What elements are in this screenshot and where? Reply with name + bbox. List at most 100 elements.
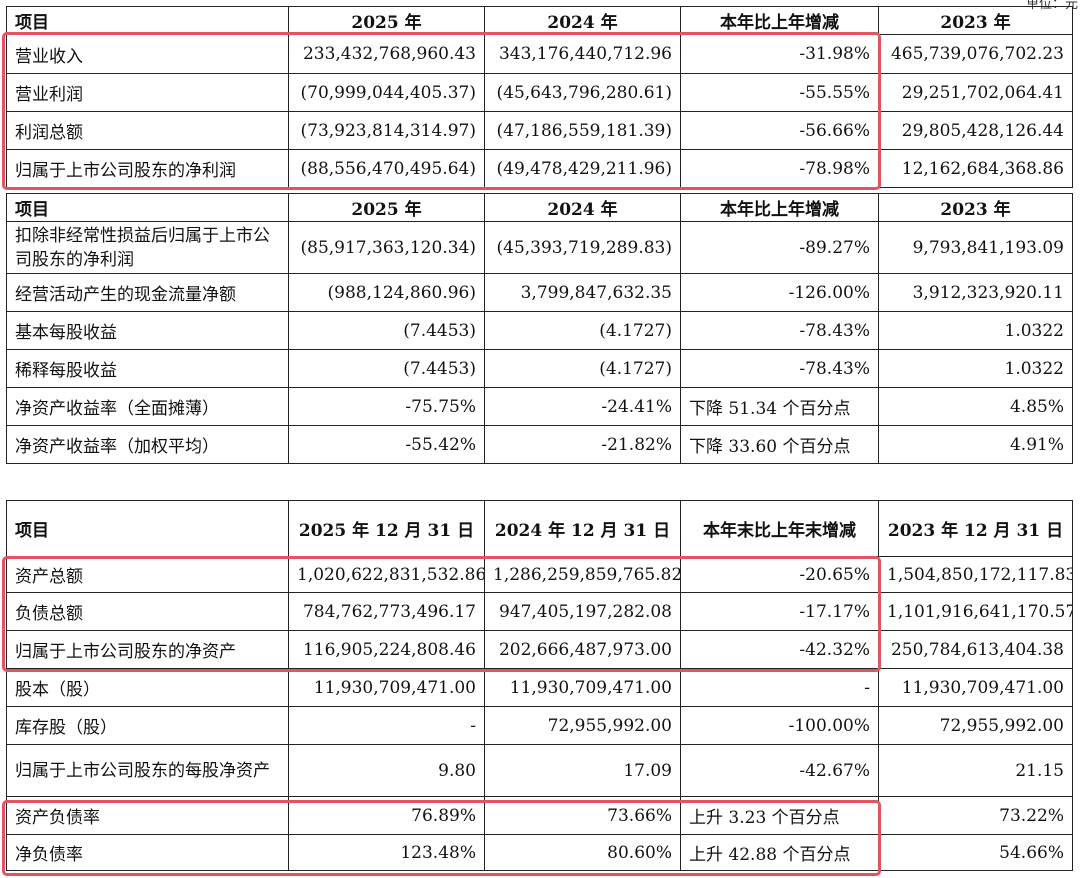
cell-2025: -55.42% xyxy=(288,425,485,464)
row-label: 经营活动产生的现金流量净额 xyxy=(6,273,289,312)
cell-2025: 9.80 xyxy=(288,744,485,797)
table-row: 基本每股收益 (7.4453) (4.1727) -78.43% 1.0322 xyxy=(6,311,1073,350)
cell-2024: (49,478,429,211.96) xyxy=(484,149,681,188)
cell-2025: 233,432,768,960.43 xyxy=(288,34,485,74)
row-label: 利润总额 xyxy=(6,111,289,150)
cell-change: -78.43% xyxy=(680,311,879,350)
cell-change: - xyxy=(680,668,879,707)
row-label: 资产负债率 xyxy=(6,796,289,835)
cell-2023: 1,101,916,641,170.57 xyxy=(878,592,1073,631)
cell-2023: 72,955,992.00 xyxy=(878,706,1073,745)
cell-change: -17.17% xyxy=(680,592,879,631)
cell-change: 下降 51.34 个百分点 xyxy=(680,387,879,426)
cell-2023: 73.22% xyxy=(878,796,1073,835)
header-2023: 2023 年 xyxy=(878,193,1073,222)
table-row: 营业收入 233,432,768,960.43 343,176,440,712.… xyxy=(6,34,1073,74)
cell-2025: 123.48% xyxy=(288,834,485,871)
cell-2024: -24.41% xyxy=(484,387,681,426)
cell-2024: 73.66% xyxy=(484,796,681,835)
cell-2023: 21.15 xyxy=(878,744,1073,797)
cell-2023: 1.0322 xyxy=(878,349,1073,388)
header-2023: 2023 年 12 月 31 日 xyxy=(878,500,1073,557)
row-label: 营业利润 xyxy=(6,73,289,112)
cell-2023: 1,504,850,172,117.83 xyxy=(878,556,1073,593)
cell-2023: 4.91% xyxy=(878,425,1073,464)
cell-2024: (4.1727) xyxy=(484,349,681,388)
cell-2024: 72,955,992.00 xyxy=(484,706,681,745)
cell-2025: 76.89% xyxy=(288,796,485,835)
cell-change: -42.32% xyxy=(680,630,879,669)
header-2025: 2025 年 xyxy=(288,193,485,222)
cell-2023: 54.66% xyxy=(878,834,1073,871)
header-2023: 2023 年 xyxy=(878,6,1073,35)
row-label: 净负债率 xyxy=(6,834,289,871)
row-label: 扣除非经常性损益后归属于上市公司股东的净利润 xyxy=(6,221,289,274)
balance-sheet-table: 项目 2025 年 12 月 31 日 2024 年 12 月 31 日 本年末… xyxy=(6,500,1073,871)
table-row: 负债总额 784,762,773,496.17 947,405,197,282.… xyxy=(6,592,1073,631)
cell-2024: (47,186,559,181.39) xyxy=(484,111,681,150)
cell-change: 上升 42.88 个百分点 xyxy=(680,834,879,871)
table-row: 利润总额 (73,923,814,314.97) (47,186,559,181… xyxy=(6,111,1073,150)
row-label: 净资产收益率（加权平均） xyxy=(6,425,289,464)
cell-2024: 343,176,440,712.96 xyxy=(484,34,681,74)
cell-2024: 11,930,709,471.00 xyxy=(484,668,681,707)
cell-2025: (85,917,363,120.34) xyxy=(288,221,485,274)
cell-change: 上升 3.23 个百分点 xyxy=(680,796,879,835)
header-change: 本年比上年增减 xyxy=(680,6,879,35)
table-row: 归属于上市公司股东的净利润 (88,556,470,495.64) (49,47… xyxy=(6,149,1073,188)
table-row: 营业利润 (70,999,044,405.37) (45,643,796,280… xyxy=(6,73,1073,112)
table-row: 扣除非经常性损益后归属于上市公司股东的净利润 (85,917,363,120.3… xyxy=(6,221,1073,274)
cell-change: -89.27% xyxy=(680,221,879,274)
cell-2023: 29,805,428,126.44 xyxy=(878,111,1073,150)
table-row: 稀释每股收益 (7.4453) (4.1727) -78.43% 1.0322 xyxy=(6,349,1073,388)
cell-2023: 11,930,709,471.00 xyxy=(878,668,1073,707)
table-row: 资产总额 1,020,622,831,532.86 1,286,259,859,… xyxy=(6,556,1073,593)
cell-change: -20.65% xyxy=(680,556,879,593)
income-table: 项目 2025 年 2024 年 本年比上年增减 2023 年 营业收入 233… xyxy=(6,6,1073,188)
cell-change: -100.00% xyxy=(680,706,879,745)
cell-2024: 80.60% xyxy=(484,834,681,871)
row-label: 稀释每股收益 xyxy=(6,349,289,388)
header-item: 项目 xyxy=(6,500,289,557)
cell-2024: 947,405,197,282.08 xyxy=(484,592,681,631)
cell-2025: 116,905,224,808.46 xyxy=(288,630,485,669)
cell-change: -56.66% xyxy=(680,111,879,150)
table-row: 净负债率 123.48% 80.60% 上升 42.88 个百分点 54.66% xyxy=(6,834,1073,871)
cell-2024: 3,799,847,632.35 xyxy=(484,273,681,312)
table-row: 经营活动产生的现金流量净额 (988,124,860.96) 3,799,847… xyxy=(6,273,1073,312)
cell-2025: - xyxy=(288,706,485,745)
cell-2023: 465,739,076,702.23 xyxy=(878,34,1073,74)
table-row: 净资产收益率（加权平均） -55.42% -21.82% 下降 33.60 个百… xyxy=(6,425,1073,464)
cell-2023: 9,793,841,193.09 xyxy=(878,221,1073,274)
cell-2024: -21.82% xyxy=(484,425,681,464)
cell-change: -78.43% xyxy=(680,349,879,388)
cell-change: -31.98% xyxy=(680,34,879,74)
cell-change: -55.55% xyxy=(680,73,879,112)
cell-2023: 3,912,323,920.11 xyxy=(878,273,1073,312)
table-row: 资产负债率 76.89% 73.66% 上升 3.23 个百分点 73.22% xyxy=(6,796,1073,835)
cell-2024: 202,666,487,973.00 xyxy=(484,630,681,669)
cell-2024: 17.09 xyxy=(484,744,681,797)
cell-2024: (4.1727) xyxy=(484,311,681,350)
cell-2025: 784,762,773,496.17 xyxy=(288,592,485,631)
table-row: 归属于上市公司股东的每股净资产 9.80 17.09 -42.67% 21.15 xyxy=(6,744,1073,797)
cell-2025: 1,020,622,831,532.86 xyxy=(288,556,485,593)
header-2024: 2024 年 xyxy=(484,193,681,222)
header-change: 本年比上年增减 xyxy=(680,193,879,222)
cell-2024: (45,643,796,280.61) xyxy=(484,73,681,112)
cell-2024: (45,393,719,289.83) xyxy=(484,221,681,274)
row-label: 负债总额 xyxy=(6,592,289,631)
cell-change: -126.00% xyxy=(680,273,879,312)
cell-change: 下降 33.60 个百分点 xyxy=(680,425,879,464)
cell-change: -78.98% xyxy=(680,149,879,188)
cell-2023: 1.0322 xyxy=(878,311,1073,350)
header-2024: 2024 年 xyxy=(484,6,681,35)
row-label: 归属于上市公司股东的每股净资产 xyxy=(6,744,289,797)
cell-2025: (73,923,814,314.97) xyxy=(288,111,485,150)
cell-2025: (7.4453) xyxy=(288,349,485,388)
header-2024: 2024 年 12 月 31 日 xyxy=(484,500,681,557)
cell-2023: 12,162,684,368.86 xyxy=(878,149,1073,188)
cell-2024: 1,286,259,859,765.82 xyxy=(484,556,681,593)
row-label: 营业收入 xyxy=(6,34,289,74)
cell-2023: 29,251,702,064.41 xyxy=(878,73,1073,112)
